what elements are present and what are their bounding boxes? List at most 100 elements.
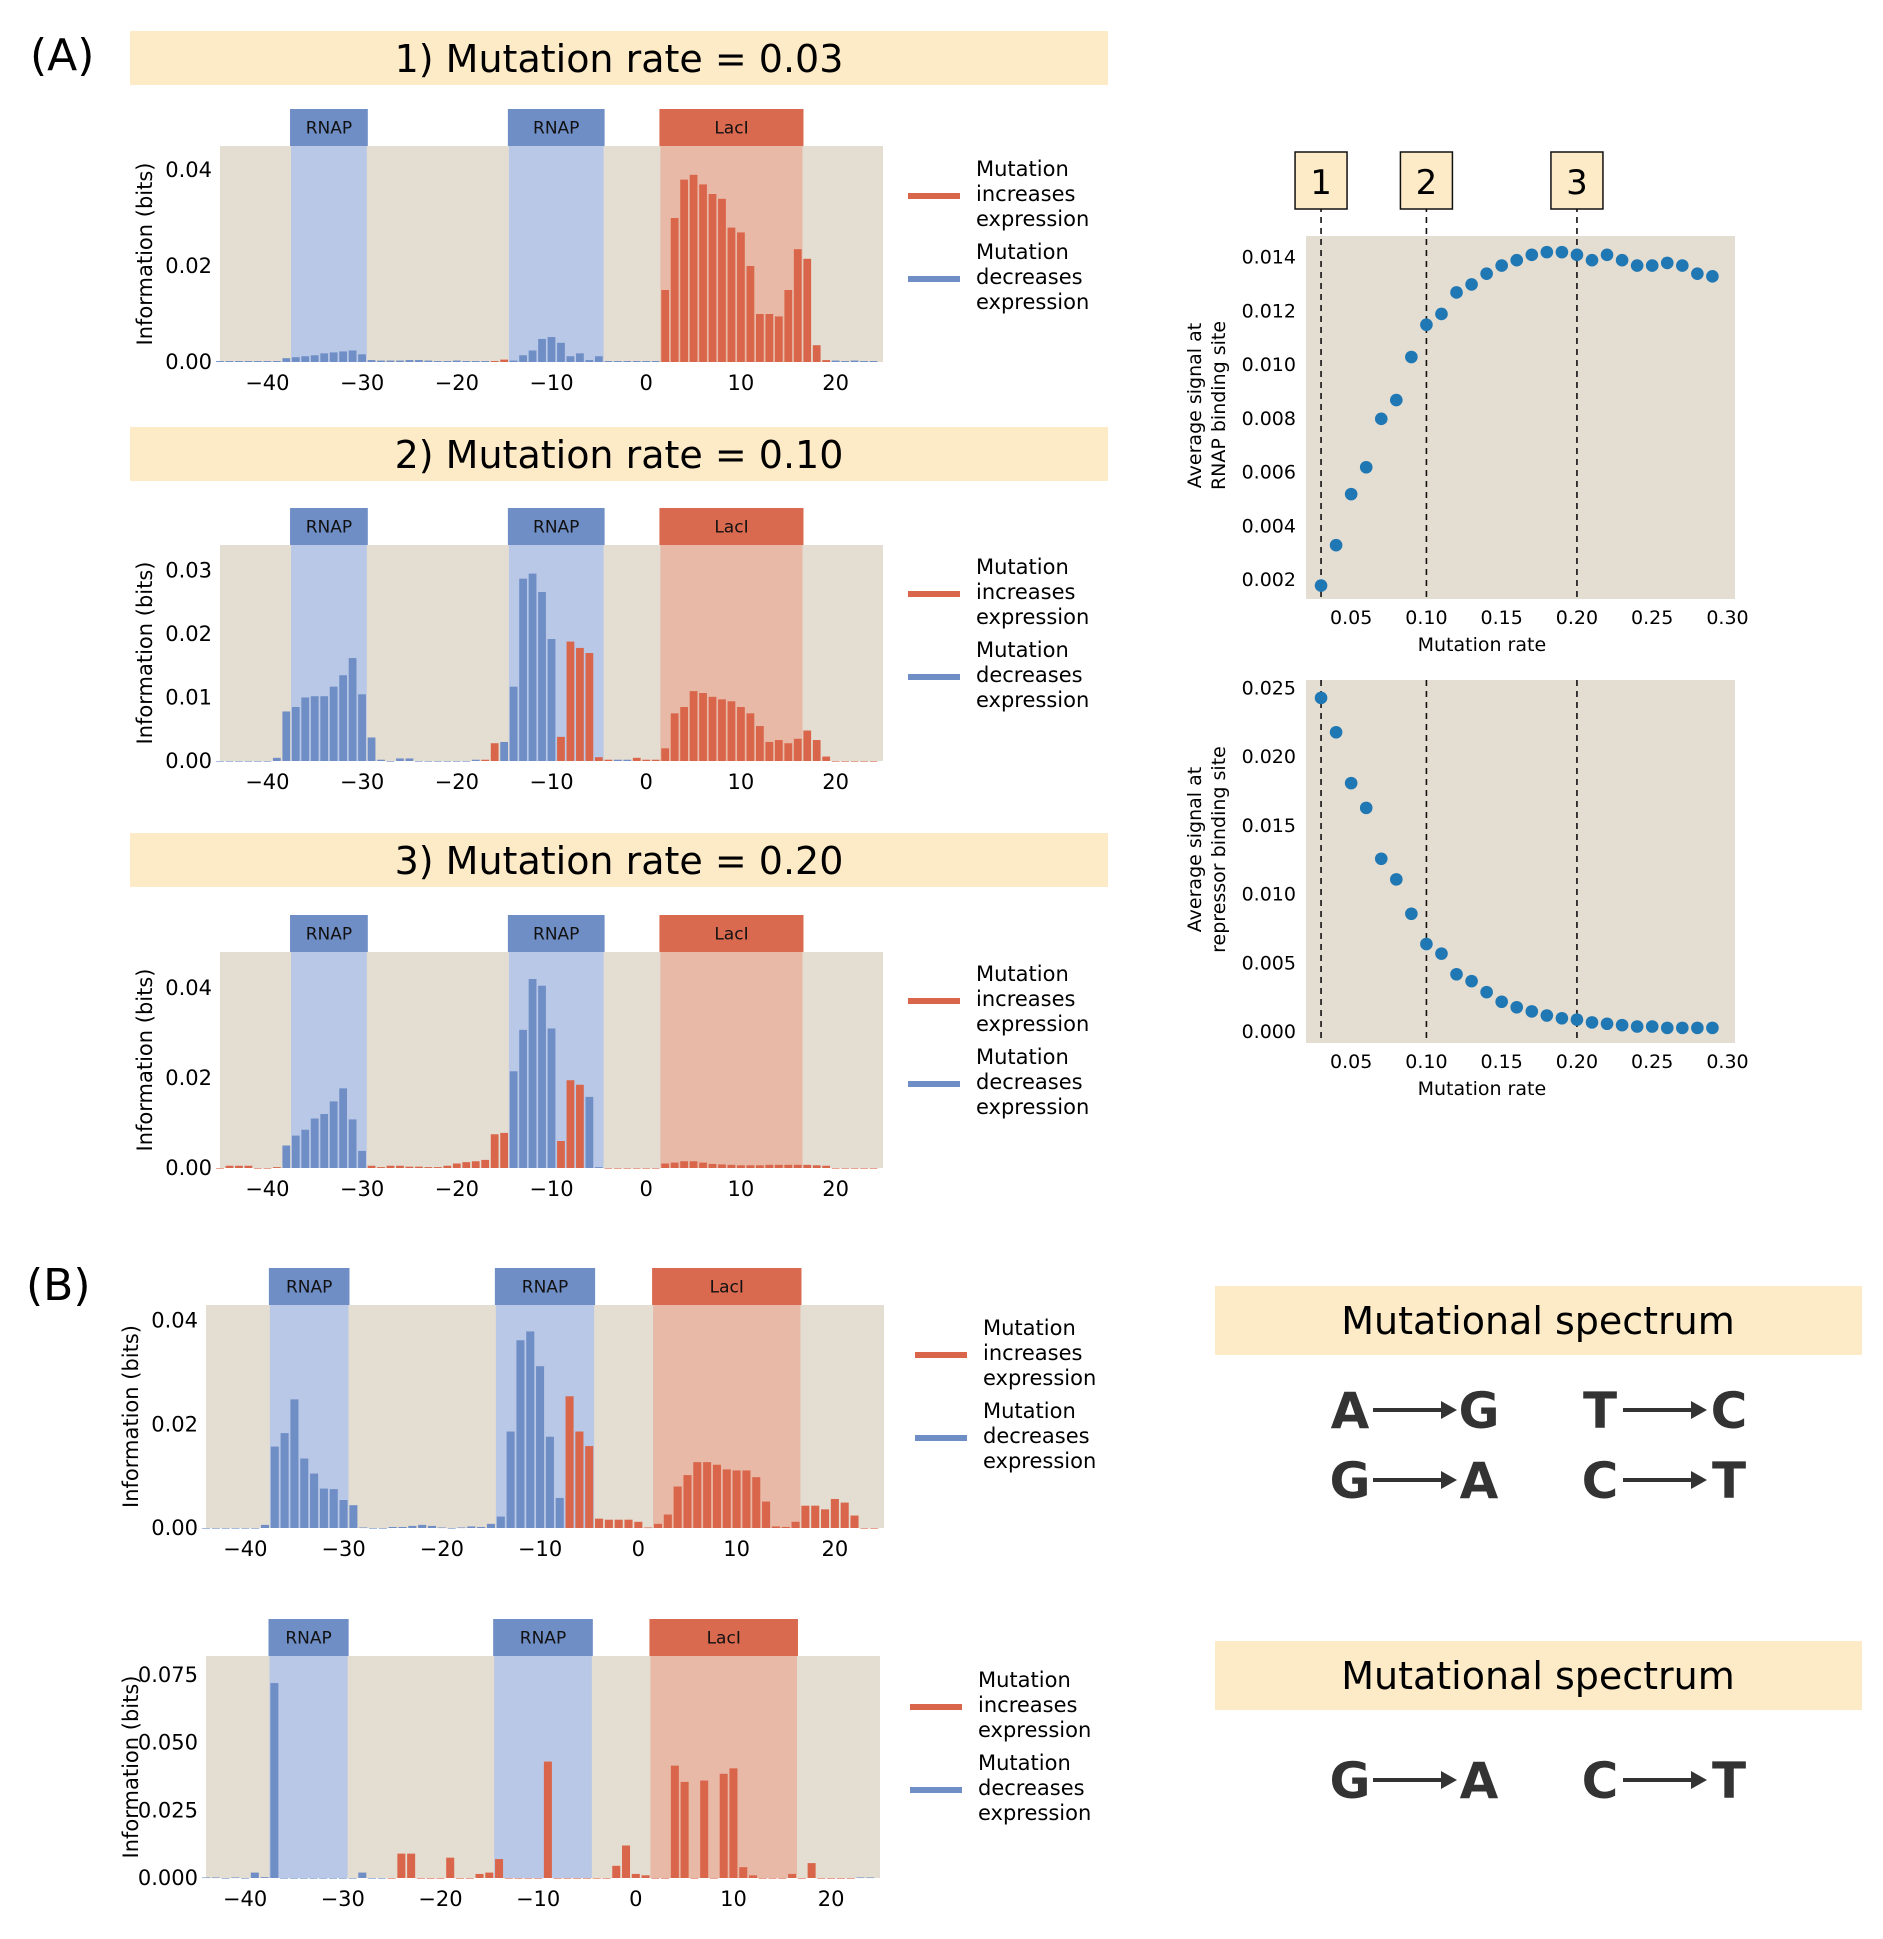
bar (462, 1162, 471, 1168)
chart-title: 3) Mutation rate = 0.20 (395, 839, 844, 883)
bar (475, 1873, 484, 1878)
bar (310, 1473, 319, 1528)
bar (282, 711, 291, 761)
bar (495, 1859, 504, 1878)
rnap-10-label-box (507, 109, 605, 146)
bar (310, 696, 319, 761)
laci-label-box (659, 508, 804, 545)
data-point (1706, 1021, 1719, 1035)
rnap-10-label-box (507, 508, 605, 545)
bar (455, 1878, 464, 1879)
bar (661, 1878, 670, 1879)
bar (301, 697, 310, 761)
bar (543, 1761, 552, 1878)
bar (742, 1470, 751, 1528)
bar (235, 761, 243, 762)
bar (784, 290, 793, 362)
x-tick-label: −10 (529, 770, 573, 794)
x-tick-label: 0.15 (1481, 1051, 1523, 1073)
y-axis-label: Information (bits) (119, 1325, 143, 1508)
bar (557, 342, 565, 362)
legend-text-decrease: expression (976, 1095, 1089, 1119)
bar-chart-b2: RNAP RNAP LacI 0.000 0.025 0.050 0.075 −40 −30 −2… (119, 1619, 1091, 1911)
bar (397, 1853, 406, 1878)
bar (651, 1168, 660, 1169)
bar (653, 1523, 663, 1528)
bar (727, 1164, 736, 1168)
bar (788, 1873, 797, 1878)
data-point (1390, 873, 1403, 886)
transition-to: C (1711, 1382, 1748, 1440)
legend-text-decrease: expression (983, 1449, 1096, 1473)
bar (565, 1396, 574, 1528)
data-point (1435, 947, 1448, 960)
data-point (1570, 248, 1584, 262)
bar (803, 730, 812, 761)
laci-label: LacI (714, 925, 748, 945)
transition-to: A (1460, 1452, 1499, 1510)
plot-background (1306, 680, 1735, 1043)
data-point (1465, 974, 1478, 988)
y-tick-label: 0.03 (165, 558, 212, 582)
bar (803, 1164, 812, 1168)
legend-text-decrease: decreases (976, 1070, 1083, 1094)
bar (272, 361, 281, 362)
x-tick-label: −40 (245, 770, 289, 794)
x-tick-label: −10 (529, 371, 573, 395)
bar (860, 1528, 869, 1529)
data-point (1585, 1016, 1599, 1029)
bar (519, 578, 527, 761)
bar (481, 759, 490, 761)
arrow-head-icon (1691, 1471, 1707, 1489)
bar (490, 743, 499, 761)
transition-to: T (1712, 1452, 1746, 1510)
bar (424, 360, 433, 362)
bar (623, 361, 632, 362)
bar-chart-b1: RNAP RNAP LacI 0.00 0.02 0.04 −40 −30 −20 −10 0 10 2… (119, 1268, 1096, 1561)
y-tick-label: 0.04 (165, 976, 212, 1000)
bar (555, 1497, 564, 1528)
bar (817, 1878, 826, 1879)
bar (241, 1878, 250, 1879)
bar (490, 361, 499, 362)
bar (774, 1164, 783, 1168)
bar (547, 1028, 556, 1168)
data-point (1420, 937, 1433, 951)
x-tick-label: 20 (822, 770, 849, 794)
laci-label: LacI (714, 119, 748, 139)
data-point (1630, 259, 1644, 272)
x-tick-label: −20 (418, 1887, 462, 1911)
bar (746, 266, 755, 362)
data-point (1676, 1021, 1689, 1035)
bar (585, 1096, 594, 1168)
bar (746, 713, 755, 761)
bar (719, 1773, 728, 1878)
bar (481, 1159, 490, 1168)
data-point (1465, 278, 1478, 291)
bar (661, 748, 670, 761)
bar (693, 1462, 702, 1528)
bar (387, 1878, 396, 1879)
marker-box (1399, 151, 1454, 210)
bar (405, 758, 414, 761)
data-point (1435, 307, 1448, 321)
bar (506, 1431, 515, 1528)
y-tick-label: 0.012 (1242, 300, 1296, 322)
x-tick-label: −30 (340, 770, 384, 794)
bar (519, 1029, 527, 1168)
bar (573, 1878, 582, 1879)
bar (225, 1165, 234, 1168)
bar (225, 361, 234, 362)
bar (755, 726, 764, 761)
bar (822, 1165, 831, 1168)
bar (613, 1168, 622, 1169)
bar (408, 1525, 417, 1528)
bar (651, 759, 660, 761)
bar (585, 360, 594, 362)
data-point (1390, 393, 1403, 407)
arrow-head-icon (1441, 1471, 1457, 1489)
bar (471, 759, 480, 761)
y-tick-label: 0.006 (1242, 462, 1296, 484)
bar (509, 686, 518, 761)
